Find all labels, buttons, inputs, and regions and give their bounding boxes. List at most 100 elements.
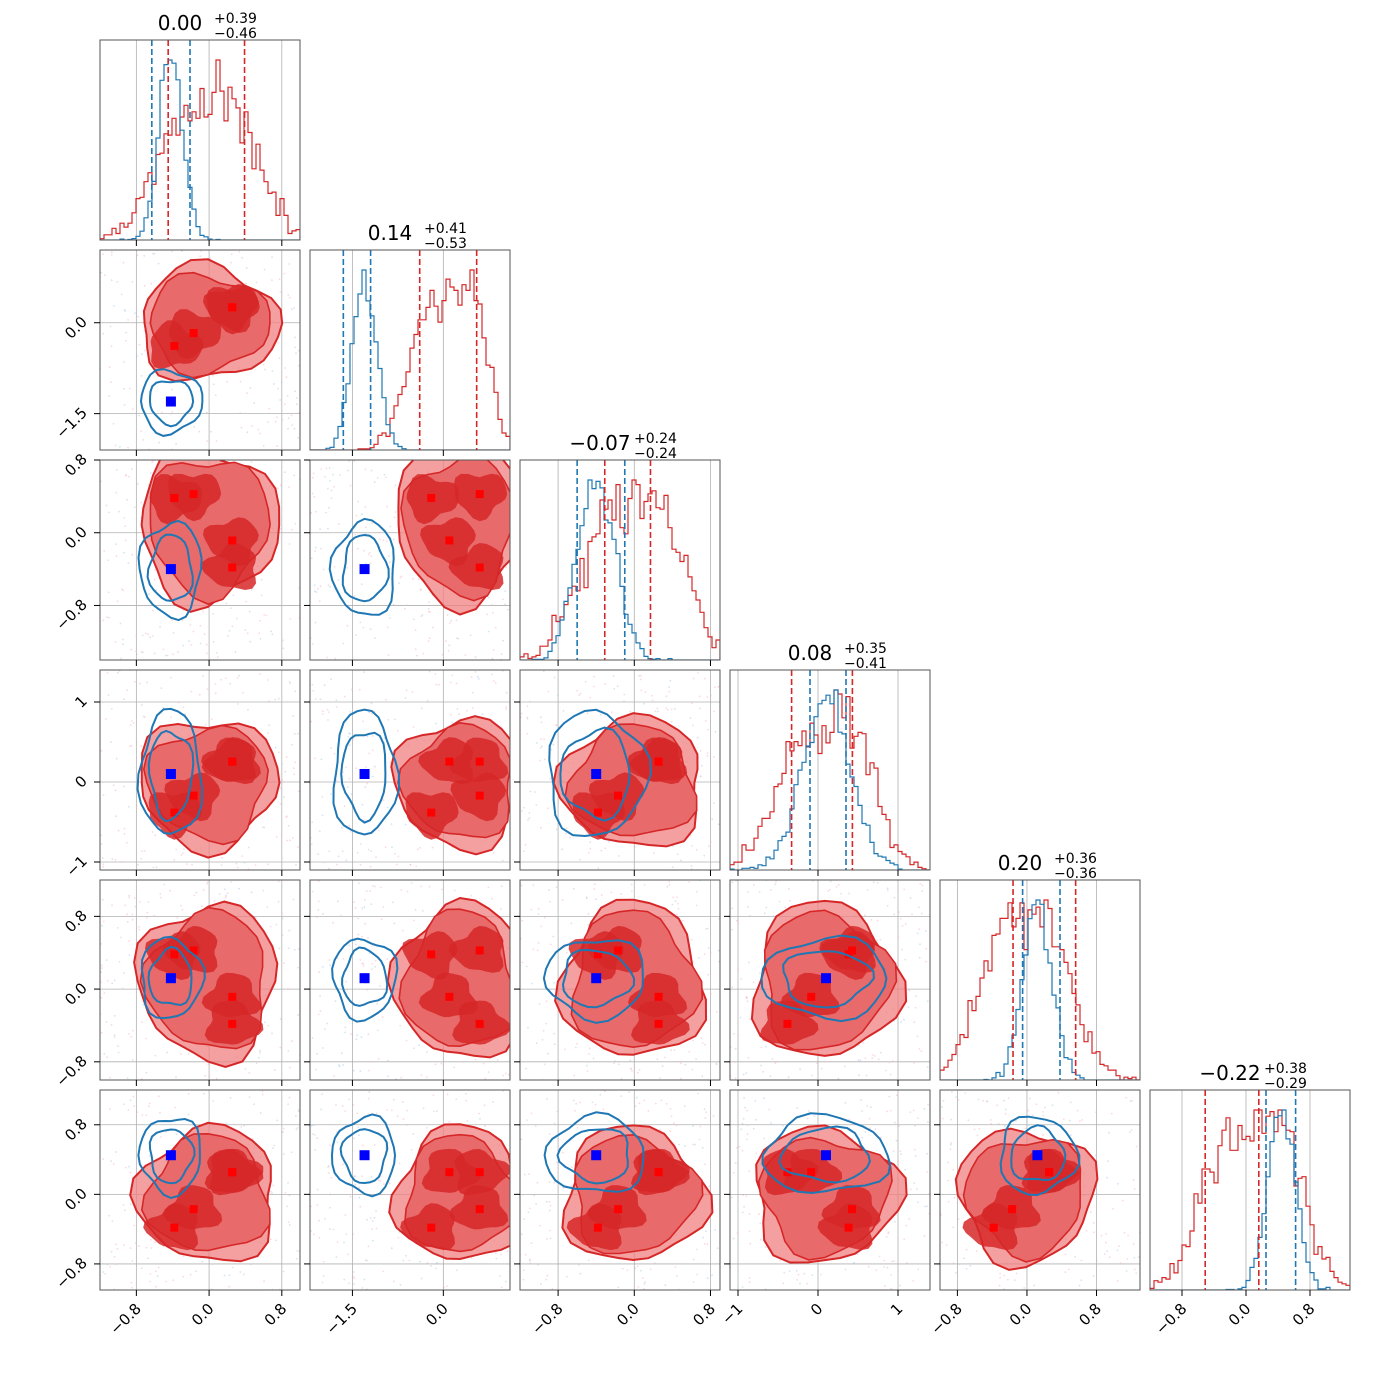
sample-dot xyxy=(146,911,149,914)
sample-dot xyxy=(325,511,328,514)
sample-dot xyxy=(115,1151,117,1153)
sample-dot xyxy=(903,1018,905,1021)
sample-dot xyxy=(313,1124,316,1126)
sample-dot xyxy=(676,896,678,899)
sample-dot xyxy=(899,1284,902,1287)
sample-dot xyxy=(731,928,733,931)
sample-dot xyxy=(448,644,451,647)
sample-dot xyxy=(1062,1118,1065,1120)
sample-dot xyxy=(427,608,430,610)
sample-dot xyxy=(284,1191,287,1194)
contour-panel-1-0: −1.50.0 xyxy=(52,249,301,456)
sample-dot xyxy=(244,629,247,631)
sample-dot xyxy=(589,841,592,843)
red-histogram xyxy=(1150,1109,1350,1290)
sample-dot xyxy=(182,1255,185,1258)
sample-dot xyxy=(348,732,350,735)
y-tick-label: −1 xyxy=(62,852,90,880)
y-tick-label: 0.0 xyxy=(61,523,91,553)
sample-dot xyxy=(128,1033,130,1035)
panel-content xyxy=(310,670,510,870)
sample-dot xyxy=(111,982,114,985)
sample-dot xyxy=(281,857,283,860)
sample-dot xyxy=(978,1127,981,1130)
sample-dot xyxy=(589,696,592,699)
sample-dot xyxy=(361,907,364,910)
sample-dot xyxy=(864,1057,867,1060)
sample-dot xyxy=(520,712,523,715)
sample-dot xyxy=(704,1043,706,1046)
sample-dot xyxy=(311,683,314,686)
sample-dot xyxy=(744,1106,747,1109)
sample-dot xyxy=(291,837,294,839)
sample-dot xyxy=(151,609,154,612)
x-tick-label: −1 xyxy=(718,1300,746,1328)
sample-dot xyxy=(330,1176,333,1179)
sample-dot xyxy=(116,600,119,603)
sample-dot xyxy=(1112,1207,1114,1210)
sample-dot xyxy=(549,1204,552,1207)
sample-dot xyxy=(360,1175,363,1178)
sample-dot xyxy=(731,881,734,884)
sample-dot xyxy=(545,1200,548,1203)
sample-dot xyxy=(335,705,338,708)
sample-dot xyxy=(733,1032,735,1035)
sample-dot xyxy=(281,917,284,920)
sample-dot xyxy=(358,1134,360,1136)
sample-dot xyxy=(198,693,201,696)
sample-dot xyxy=(672,896,675,899)
sample-dot xyxy=(152,252,154,255)
sample-dot xyxy=(487,596,490,599)
sample-dot xyxy=(653,1262,656,1264)
sample-dot xyxy=(709,841,712,843)
sample-dot xyxy=(864,914,866,917)
sample-dot xyxy=(247,708,249,711)
sample-dot xyxy=(488,630,490,633)
sample-dot xyxy=(297,1014,300,1016)
sample-dot xyxy=(293,773,296,776)
sample-dot xyxy=(926,1066,929,1069)
sample-dot xyxy=(108,511,110,514)
sample-dot xyxy=(291,1040,294,1043)
sample-dot xyxy=(354,907,357,910)
sample-dot xyxy=(387,654,390,656)
sample-dot xyxy=(145,1114,148,1117)
sample-dot xyxy=(446,1093,449,1096)
sample-dot xyxy=(637,1286,640,1288)
panel-frame xyxy=(99,39,301,241)
sample-dot xyxy=(330,747,332,749)
sample-dot xyxy=(540,716,542,719)
sample-dot xyxy=(352,1103,355,1106)
sample-dot xyxy=(1104,1241,1107,1244)
sample-dot xyxy=(857,1059,860,1062)
sample-dot xyxy=(205,411,208,414)
sample-dot xyxy=(335,779,338,782)
sample-dot xyxy=(291,743,294,746)
sample-dot xyxy=(526,705,529,707)
sample-dot xyxy=(546,1274,549,1277)
sample-dot xyxy=(871,1057,874,1060)
sample-dot xyxy=(947,1161,949,1164)
sample-dot xyxy=(677,907,680,910)
sample-dot xyxy=(844,1102,847,1104)
sample-dot xyxy=(155,589,158,591)
sample-dot xyxy=(670,1115,673,1118)
sample-dot xyxy=(279,803,282,805)
sample-dot xyxy=(491,897,494,900)
sample-dot xyxy=(336,863,338,866)
sample-dot xyxy=(225,602,228,605)
sample-dot xyxy=(157,262,160,265)
contour-panel-5-4: −0.8 0.0 0.8 xyxy=(927,1089,1141,1338)
sample-dot xyxy=(891,1060,894,1062)
histogram-panel-3: 0.08 +0.35−0.41 xyxy=(729,641,931,876)
sample-dot xyxy=(464,654,467,656)
sample-dot xyxy=(254,916,257,919)
red-mode-marker xyxy=(189,329,198,338)
sample-dot xyxy=(120,657,122,660)
sample-dot xyxy=(684,1063,687,1066)
sample-dot xyxy=(129,1171,132,1174)
sample-dot xyxy=(126,1077,129,1079)
sample-dot xyxy=(665,695,668,698)
sample-dot xyxy=(108,366,111,369)
sample-dot xyxy=(746,1000,749,1003)
